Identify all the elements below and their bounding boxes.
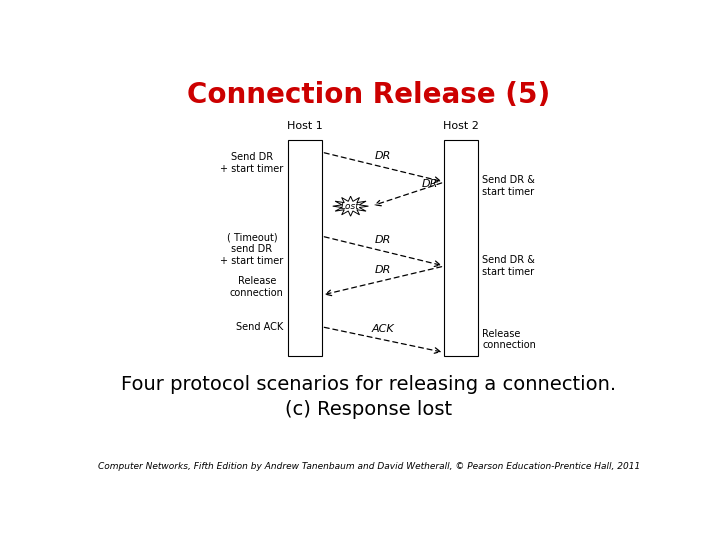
Text: Connection Release (5): Connection Release (5) bbox=[187, 82, 551, 110]
Text: Lost: Lost bbox=[341, 201, 360, 211]
Text: Release
connection: Release connection bbox=[482, 329, 536, 350]
Text: Send DR &
start timer: Send DR & start timer bbox=[482, 176, 535, 197]
Text: Computer Networks, Fifth Edition by Andrew Tanenbaum and David Wetherall, © Pear: Computer Networks, Fifth Edition by Andr… bbox=[98, 462, 640, 471]
Text: Release
connection: Release connection bbox=[230, 276, 284, 298]
Text: Send DR
+ start timer: Send DR + start timer bbox=[220, 152, 284, 174]
Bar bbox=[288, 140, 322, 356]
Bar bbox=[444, 140, 478, 356]
Text: ( Timeout)
send DR
+ start timer: ( Timeout) send DR + start timer bbox=[220, 232, 284, 266]
Text: DR: DR bbox=[375, 265, 391, 275]
Text: DR: DR bbox=[375, 151, 391, 161]
Text: ACK: ACK bbox=[372, 324, 395, 334]
Text: Host 1: Host 1 bbox=[287, 122, 323, 131]
Polygon shape bbox=[333, 196, 369, 216]
Text: Send ACK: Send ACK bbox=[236, 322, 284, 332]
Text: (c) Response lost: (c) Response lost bbox=[285, 400, 453, 419]
Text: Four protocol scenarios for releasing a connection.: Four protocol scenarios for releasing a … bbox=[122, 375, 616, 394]
Text: DR: DR bbox=[375, 235, 391, 245]
Text: Host 2: Host 2 bbox=[443, 122, 479, 131]
Text: Send DR &
start timer: Send DR & start timer bbox=[482, 255, 535, 277]
Text: DR: DR bbox=[422, 179, 438, 189]
